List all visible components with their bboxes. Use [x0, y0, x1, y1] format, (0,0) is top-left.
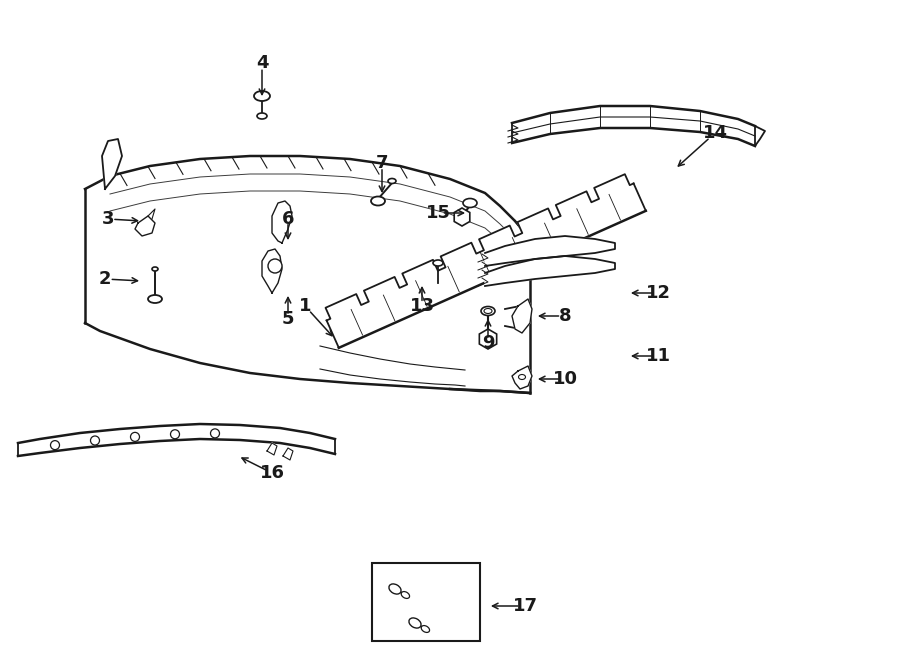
Circle shape: [91, 436, 100, 445]
Ellipse shape: [409, 618, 421, 628]
Text: 17: 17: [512, 597, 537, 615]
Text: 10: 10: [553, 370, 578, 388]
Text: 1: 1: [299, 297, 311, 315]
Text: 13: 13: [410, 297, 435, 315]
Circle shape: [268, 259, 282, 273]
Text: 6: 6: [282, 210, 294, 228]
Ellipse shape: [433, 260, 443, 266]
Text: 3: 3: [102, 210, 114, 228]
Ellipse shape: [389, 584, 401, 594]
Text: 14: 14: [703, 124, 727, 142]
Text: 2: 2: [99, 270, 112, 288]
Polygon shape: [326, 175, 646, 348]
Circle shape: [211, 429, 220, 438]
Polygon shape: [485, 236, 615, 286]
Text: 15: 15: [426, 204, 451, 222]
Text: 11: 11: [645, 347, 670, 365]
Ellipse shape: [254, 91, 270, 101]
Polygon shape: [267, 443, 277, 455]
Circle shape: [50, 441, 59, 449]
Polygon shape: [102, 139, 122, 189]
Circle shape: [130, 432, 140, 442]
Polygon shape: [262, 249, 282, 293]
Polygon shape: [272, 201, 292, 243]
Ellipse shape: [421, 625, 429, 633]
Text: 4: 4: [256, 54, 268, 72]
Text: 16: 16: [259, 464, 284, 482]
Text: 8: 8: [559, 307, 572, 325]
Ellipse shape: [388, 178, 396, 184]
Bar: [372, 563, 480, 641]
Ellipse shape: [463, 198, 477, 208]
Polygon shape: [18, 424, 335, 456]
Ellipse shape: [481, 307, 495, 315]
Circle shape: [170, 430, 179, 439]
Ellipse shape: [152, 267, 158, 271]
Polygon shape: [283, 448, 293, 460]
Polygon shape: [505, 306, 525, 329]
Ellipse shape: [484, 309, 492, 313]
Text: 5: 5: [282, 310, 294, 328]
Ellipse shape: [371, 196, 385, 206]
Polygon shape: [135, 216, 155, 236]
Polygon shape: [85, 156, 530, 393]
Text: 9: 9: [482, 334, 494, 352]
Polygon shape: [512, 366, 532, 389]
Polygon shape: [512, 106, 755, 146]
Text: 12: 12: [645, 284, 670, 302]
Ellipse shape: [401, 592, 410, 598]
Ellipse shape: [518, 375, 526, 379]
Ellipse shape: [257, 113, 267, 119]
Ellipse shape: [148, 295, 162, 303]
Polygon shape: [512, 299, 532, 333]
Text: 7: 7: [376, 154, 388, 172]
